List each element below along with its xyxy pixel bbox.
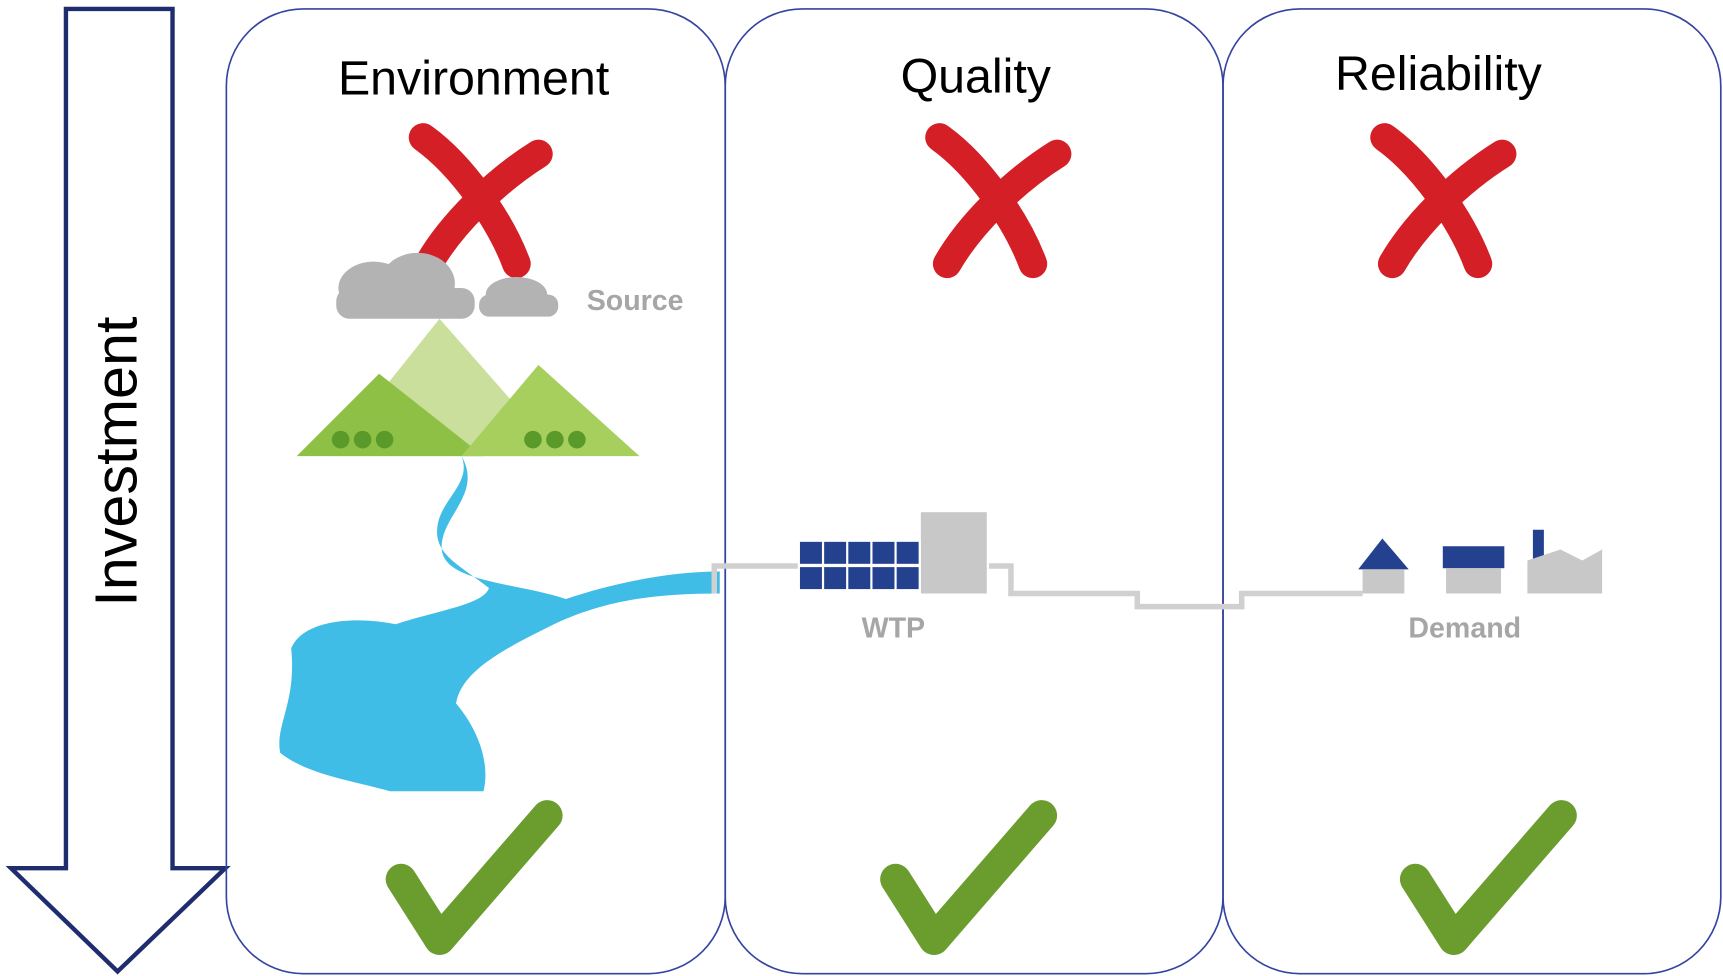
check-icon — [1415, 815, 1561, 939]
demand-illustration — [1358, 530, 1602, 594]
panel — [1223, 9, 1721, 974]
wtp-label: WTP — [862, 612, 925, 644]
panel-title: Quality — [901, 49, 1052, 103]
page: Investment Environment Quality Reliabili… — [0, 0, 1723, 976]
cross-icon — [423, 137, 538, 263]
arrow-label: Investment — [82, 316, 149, 607]
source-label: Source — [587, 285, 684, 317]
diagram: Investment Environment Quality Reliabili… — [0, 0, 1723, 976]
cross-icon — [1385, 137, 1503, 263]
check-icon — [896, 815, 1042, 939]
wtp-illustration — [798, 512, 987, 593]
cross-icon — [940, 137, 1058, 263]
source-illustration — [297, 253, 640, 456]
panel-title: Reliability — [1335, 47, 1543, 101]
check-icon — [401, 815, 547, 939]
panel-title: Environment — [338, 52, 610, 106]
panel — [226, 9, 725, 974]
river — [279, 456, 719, 791]
demand-label: Demand — [1408, 612, 1521, 644]
